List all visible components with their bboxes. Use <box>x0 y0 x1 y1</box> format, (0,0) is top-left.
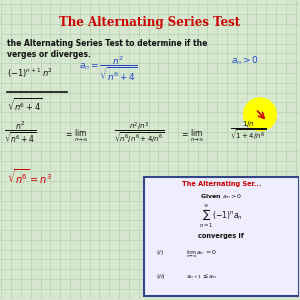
Text: $\sqrt{n^6} = n^3$: $\sqrt{n^6} = n^3$ <box>7 168 52 186</box>
Text: $(i)$: $(i)$ <box>156 248 164 257</box>
Text: the Alternating Series Test to determine if the: the Alternating Series Test to determine… <box>7 38 208 47</box>
Text: $\lim_{n\to\infty} a_n = 0$: $\lim_{n\to\infty} a_n = 0$ <box>186 248 217 260</box>
Circle shape <box>244 98 276 131</box>
Text: $\dfrac{n^2}{\sqrt{n^6+4}}$: $\dfrac{n^2}{\sqrt{n^6+4}}$ <box>4 120 37 146</box>
Text: $\sum_{n=1}^{\infty}(-1)^n a_n$: $\sum_{n=1}^{\infty}(-1)^n a_n$ <box>200 203 243 230</box>
Text: The Alternating Series Test: The Alternating Series Test <box>59 16 241 29</box>
Text: $\dfrac{n^2/n^3}{\sqrt{n^6/n^6+4/n^6}}$: $\dfrac{n^2/n^3}{\sqrt{n^6/n^6+4/n^6}}$ <box>114 120 165 146</box>
Text: $=\,\lim_{n\to\infty}$: $=\,\lim_{n\to\infty}$ <box>180 128 204 144</box>
Text: $a_{n+1} \leq a_n$: $a_{n+1} \leq a_n$ <box>186 272 217 281</box>
Text: The Alternating Ser...: The Alternating Ser... <box>182 181 261 187</box>
Text: Given $a_n > 0$: Given $a_n > 0$ <box>200 192 242 200</box>
Text: $\dfrac{1/n}{\sqrt{1+4/n^6}}$: $\dfrac{1/n}{\sqrt{1+4/n^6}}$ <box>230 120 267 143</box>
Text: $a_n > 0$: $a_n > 0$ <box>231 55 259 68</box>
Text: $\sqrt{n^6+4}$: $\sqrt{n^6+4}$ <box>7 97 43 114</box>
Text: $(ii)$: $(ii)$ <box>156 272 166 281</box>
Text: verges or diverges.: verges or diverges. <box>7 50 91 59</box>
Text: $=\,\lim_{n\to\infty}$: $=\,\lim_{n\to\infty}$ <box>64 128 88 144</box>
Text: converges if: converges if <box>199 233 244 239</box>
Text: $(-1)^{n+1}\,n^2$: $(-1)^{n+1}\,n^2$ <box>7 67 53 80</box>
Text: $a_n = \dfrac{n^2}{\sqrt{n^6+4}}$: $a_n = \dfrac{n^2}{\sqrt{n^6+4}}$ <box>79 55 138 83</box>
FancyBboxPatch shape <box>144 177 298 296</box>
